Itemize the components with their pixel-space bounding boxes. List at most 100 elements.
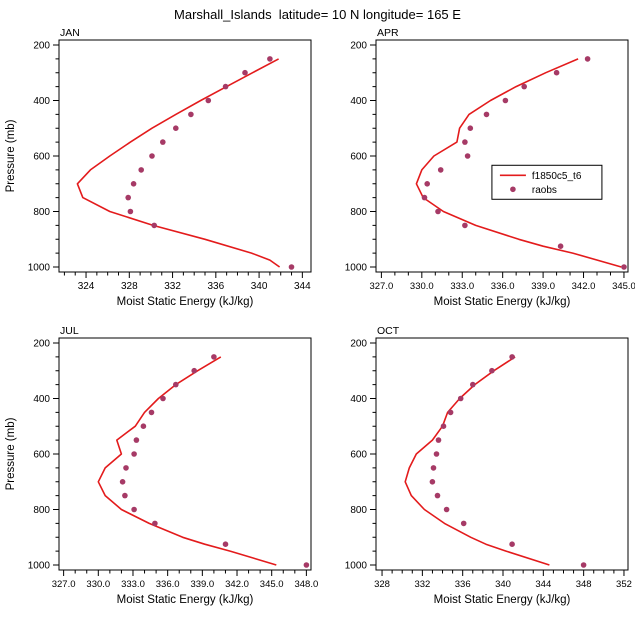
raobs-dot [122, 465, 129, 471]
y-tick-label: 400 [350, 96, 367, 107]
x-tick-label: 327.0 [51, 579, 75, 590]
raobs-dot [520, 83, 527, 90]
y-tick-label: 800 [33, 505, 50, 516]
raobs-dot [151, 520, 158, 527]
x-tick-label: 339.0 [190, 579, 214, 590]
y-tick-label: 1000 [27, 263, 50, 274]
legend-label-model: f1850c5_t6 [531, 171, 581, 182]
x-axis-title: Moist Static Energy (kJ/kg) [433, 296, 570, 308]
y-tick-label: 200 [350, 40, 367, 51]
y-tick-label: 600 [33, 450, 50, 461]
x-tick-label: 328 [120, 281, 137, 292]
x-tick-label: 348 [575, 579, 591, 590]
raobs-dot [159, 139, 166, 145]
raobs-dot [241, 69, 248, 76]
x-tick-label: 324 [77, 281, 94, 292]
raobs-dot [421, 194, 427, 201]
y-axis-title: Pressure (mb) [5, 417, 17, 490]
x-tick-label: 327.0 [369, 281, 393, 292]
x-tick-label: 336 [454, 579, 470, 590]
x-tick-label: 340 [250, 281, 267, 292]
raobs-dot [461, 222, 468, 229]
raobs-dot [187, 111, 194, 118]
x-tick-label: 340 [495, 579, 511, 590]
raobs-dot [483, 111, 489, 118]
raobs-dot [433, 451, 439, 457]
x-tick-label: 336 [207, 281, 224, 292]
x-tick-label: 330.0 [409, 281, 433, 292]
x-tick-label: 345.0 [612, 281, 635, 292]
raobs-dot [423, 181, 430, 187]
raobs-dot [130, 181, 136, 187]
plot-frame [375, 39, 628, 273]
panel-month-label: JUL [60, 325, 79, 337]
x-tick-label: 328 [374, 579, 390, 590]
y-tick-label: 400 [33, 394, 50, 405]
x-tick-label: 345.0 [259, 579, 283, 590]
raobs-dot [437, 167, 443, 173]
raobs-dot [488, 367, 495, 374]
x-tick-label: 332 [414, 579, 430, 590]
raobs-dot [429, 479, 435, 485]
raobs-dot [461, 139, 468, 145]
raobs-dot [467, 125, 473, 131]
y-tick-label: 800 [350, 207, 367, 218]
model-line [415, 58, 622, 268]
y-tick-label: 400 [350, 394, 367, 405]
model-line [97, 356, 277, 566]
x-axis-title: Moist Static Energy (kJ/kg) [433, 594, 570, 606]
x-axis-title: Moist Static Energy (kJ/kg) [116, 296, 253, 308]
y-tick-label: 600 [350, 152, 367, 163]
raobs-dot [508, 541, 515, 547]
x-tick-label: 348.0 [294, 579, 318, 590]
raobs-dot [303, 562, 309, 568]
raobs-dot [266, 56, 273, 62]
raobs-dot [434, 208, 441, 215]
plot-frame [58, 39, 311, 273]
legend-dot-sample [509, 186, 516, 193]
x-tick-label: 342.0 [571, 281, 595, 292]
x-tick-label: 333.0 [121, 579, 145, 590]
y-tick-label: 400 [33, 96, 50, 107]
panel-oct: 328 332 336 340 344 348 352 200 400 600 800 1000 OCT… [344, 325, 632, 606]
raobs-dot [150, 222, 157, 229]
x-tick-label: 339.0 [531, 281, 555, 292]
raobs-dot [440, 423, 446, 429]
raobs-dot [148, 153, 155, 159]
y-tick-label: 200 [33, 40, 50, 51]
raobs-dot [469, 381, 476, 388]
raobs-dot [508, 354, 515, 360]
raobs-dot [222, 541, 228, 547]
raobs-dot [460, 520, 466, 527]
raobs-dot [620, 264, 627, 270]
x-tick-label: 352 [616, 579, 632, 590]
x-tick-label: 342.0 [225, 579, 249, 590]
x-tick-label: 336.0 [490, 281, 514, 292]
raobs-dot [119, 479, 125, 485]
raobs-dot [130, 451, 137, 457]
x-tick-label: 336.0 [155, 579, 179, 590]
raobs-dot [172, 381, 179, 388]
raobs-dot [127, 208, 133, 215]
raobs-dot [137, 167, 144, 173]
panel-apr: 327.0 330.0 333.0 336.0 339.0 342.0 345.0 200 40… [344, 27, 635, 308]
y-axis-title: Pressure (mb) [5, 119, 17, 192]
y-tick-label: 600 [33, 152, 50, 163]
raobs-dot [130, 506, 137, 513]
y-tick-label: 200 [350, 338, 367, 349]
raobs-dot [464, 153, 470, 159]
x-tick-label: 344 [294, 281, 311, 292]
raobs-dot [205, 97, 211, 104]
raobs-dot [159, 395, 166, 402]
raobs-dot [553, 69, 559, 76]
x-tick-label: 330.0 [86, 579, 110, 590]
raobs-dot [443, 506, 449, 513]
raobs-dot [148, 409, 154, 416]
legend-label-raobs: raobs [531, 185, 556, 196]
raobs-dot [430, 465, 436, 471]
raobs-dot [222, 83, 228, 90]
raobs-dot [288, 264, 294, 270]
raobs-dot [557, 243, 563, 249]
panels-grid: 324 328 332 336 340 344 200 400 600 800 1000 JAN Moi… [0, 24, 635, 620]
